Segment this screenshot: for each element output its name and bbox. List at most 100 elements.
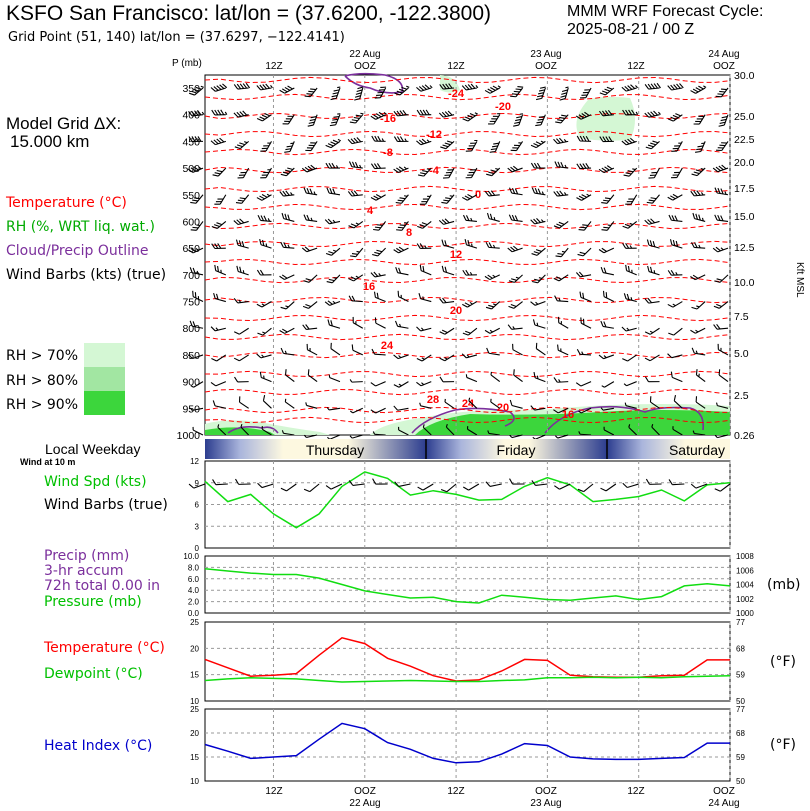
surface-barb-11 xyxy=(440,483,457,493)
wind-barb-21-7 xyxy=(667,269,683,276)
wind-barb-7-7 xyxy=(348,274,364,282)
wind-barb-17-3 xyxy=(576,163,592,170)
wind-barb-13-7 xyxy=(484,274,500,281)
wind-barb-0-5 xyxy=(190,221,204,231)
wind-barb-3-11 xyxy=(259,371,272,383)
wind-barb-2-8 xyxy=(233,298,249,304)
isotherm-8 xyxy=(204,222,731,230)
surface-barb-12 xyxy=(462,483,480,491)
pressure-label: Pressure (mb) xyxy=(44,594,142,610)
wind-barb-10-11 xyxy=(416,381,432,387)
wind-barb-15-10 xyxy=(535,342,546,356)
wind-barb-1-9 xyxy=(210,326,226,332)
wind-barb-15-7 xyxy=(532,274,546,284)
wind-barb-17-6 xyxy=(577,247,592,257)
wind-barb-4-7 xyxy=(279,274,295,280)
wind-barb-22-5 xyxy=(692,212,706,222)
precipPanel-y2tick-3: 1006 xyxy=(736,566,754,575)
wind-barb-11-12 xyxy=(444,398,455,409)
wind-barb-22-2 xyxy=(695,141,706,153)
wind-barb-6-10 xyxy=(330,342,341,356)
wind-barb-6-8 xyxy=(324,300,341,306)
wind-barb-5-7 xyxy=(303,274,318,283)
wind-barb-2-7 xyxy=(236,265,249,276)
wind-barb-21-11 xyxy=(670,371,683,383)
wind-barb-1-3 xyxy=(212,167,227,177)
precipPanel-y2tick-4: 1008 xyxy=(736,552,754,561)
windPanel-ytick-1: 3 xyxy=(195,522,200,531)
wind-barb-16-8 xyxy=(554,295,569,303)
isotherm-label-3: -12 xyxy=(426,129,442,141)
wind-barb-2-9 xyxy=(233,327,249,335)
wind-barb-17-11 xyxy=(575,381,592,387)
pressure-tick-12: 950 xyxy=(182,403,200,415)
surface-barb-20 xyxy=(645,478,662,485)
wind-barb-12-6 xyxy=(464,239,478,249)
windPanel-ytick-0: 0 xyxy=(195,544,200,553)
wind-barb-2-3 xyxy=(237,167,250,179)
wind-barb-0-6 xyxy=(187,247,204,254)
height-tick-5: 15.0 xyxy=(734,211,755,223)
wind-barb-20-1 xyxy=(644,110,661,118)
wind-barb-11-0 xyxy=(439,83,455,90)
wind-barb-10-5 xyxy=(417,221,432,229)
wind-barb-9-10 xyxy=(393,354,409,360)
wind-barb-12-1 xyxy=(462,112,478,122)
wind-barb-1-11 xyxy=(210,381,227,387)
pressure-tick-5: 600 xyxy=(182,216,200,228)
pressure-tick-4: 550 xyxy=(182,190,200,202)
wind-barb-22-12 xyxy=(695,396,706,409)
wind-barb-3-5 xyxy=(257,214,272,223)
wind-barb-13-8 xyxy=(485,301,501,310)
heatPanel-y2tick-0: 50 xyxy=(736,777,745,786)
wind-barb-19-6 xyxy=(622,243,637,249)
wind-barb-12-0 xyxy=(461,83,479,91)
surface-barb-6 xyxy=(325,483,343,490)
tempPanel-y2tick-1: 59 xyxy=(736,671,745,680)
isotherm-label-4: -8 xyxy=(383,147,393,159)
wind-barb-14-0 xyxy=(510,86,524,98)
wind-barb-17-12 xyxy=(578,407,592,414)
tempPanel-y2tick-0: 50 xyxy=(736,697,745,706)
wind-barb-7-5 xyxy=(348,221,364,229)
rh-area-6 xyxy=(205,427,275,435)
wind-barb-7-12 xyxy=(349,407,364,414)
bottom-date-2: 23 Aug xyxy=(530,798,561,809)
wind-barb-2-11 xyxy=(234,376,249,383)
wind-barb-7-3 xyxy=(348,161,363,169)
wind-barb-6-6 xyxy=(325,247,341,256)
wind-barb-7-1 xyxy=(349,112,364,124)
legend-rh90-label: RH > 90% xyxy=(6,397,79,413)
isotherm-label-11: 20 xyxy=(450,305,462,317)
wind-barb-23-2 xyxy=(716,141,729,152)
weekday-friday: Friday xyxy=(497,442,536,458)
isotherm-label-13: 28 xyxy=(427,394,439,406)
wind-barb-19-11 xyxy=(623,381,637,387)
top-date-2: 23 Aug xyxy=(530,49,561,60)
wind-barb-17-7 xyxy=(575,271,592,278)
wind-barb-4-0 xyxy=(279,85,295,94)
wind-barb-7-9 xyxy=(352,316,364,329)
wind-barb-8-13 xyxy=(372,431,386,436)
precip-label: Precip (mm) xyxy=(44,548,130,564)
height-axis-title: Kft MSL xyxy=(794,262,805,298)
wind-barb-19-1 xyxy=(622,109,639,116)
wind-barb-5-0 xyxy=(304,87,318,98)
heatPanel-ytick-0: 10 xyxy=(190,777,199,786)
wind-barb-5-10 xyxy=(306,343,318,356)
wind-barb-17-2 xyxy=(576,135,592,142)
forecast-cycle-value: 2025-08-21 / 00 Z xyxy=(567,21,695,38)
surface-barb-8 xyxy=(372,478,388,485)
cloud-outline-3 xyxy=(411,407,515,434)
wind-barb-6-1 xyxy=(329,113,341,127)
wind-barb-13-2 xyxy=(489,141,501,153)
heat-unit: (°F) xyxy=(770,737,796,753)
wind-barb-4-4 xyxy=(279,190,295,197)
wind-barb-22-7 xyxy=(690,274,706,281)
wind-barb-22-1 xyxy=(693,114,706,125)
wind-barb-5-8 xyxy=(302,301,318,309)
precipPanel-ytick-5: 10.0 xyxy=(183,552,199,561)
wind-barb-19-9 xyxy=(621,326,637,332)
pressure-tick-13: 1000 xyxy=(177,430,201,442)
wind-barb-0-10 xyxy=(187,354,204,360)
